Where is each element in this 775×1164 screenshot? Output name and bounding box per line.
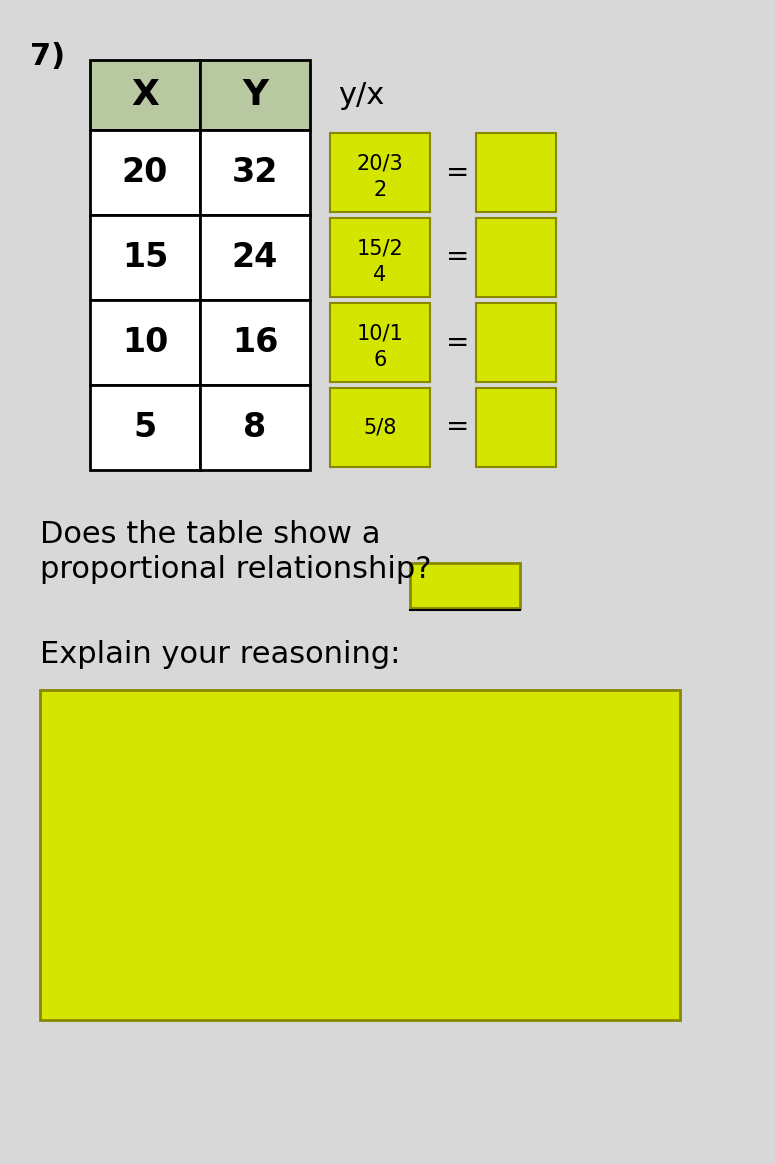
FancyBboxPatch shape <box>90 300 200 385</box>
Text: 16: 16 <box>232 326 278 359</box>
FancyBboxPatch shape <box>330 303 430 382</box>
Text: Y: Y <box>242 78 268 112</box>
Text: =: = <box>446 243 470 271</box>
FancyBboxPatch shape <box>90 385 200 470</box>
FancyBboxPatch shape <box>40 690 680 1020</box>
Text: proportional relationship?: proportional relationship? <box>40 555 432 584</box>
Text: 10/1: 10/1 <box>356 324 403 343</box>
Text: X: X <box>131 78 159 112</box>
Text: 5: 5 <box>133 411 157 443</box>
Text: 24: 24 <box>232 241 278 274</box>
FancyBboxPatch shape <box>330 133 430 212</box>
Text: =: = <box>446 328 470 356</box>
Text: 15/2: 15/2 <box>356 237 403 258</box>
Text: 20: 20 <box>122 156 168 189</box>
Text: Explain your reasoning:: Explain your reasoning: <box>40 640 401 669</box>
FancyBboxPatch shape <box>410 563 520 608</box>
Text: 6: 6 <box>374 350 387 370</box>
FancyBboxPatch shape <box>90 215 200 300</box>
Text: 7): 7) <box>30 42 65 71</box>
Text: 32: 32 <box>232 156 278 189</box>
Text: y/x: y/x <box>338 80 384 109</box>
Text: Does the table show a: Does the table show a <box>40 520 381 549</box>
Text: 2: 2 <box>374 180 387 200</box>
FancyBboxPatch shape <box>476 388 556 467</box>
FancyBboxPatch shape <box>476 218 556 297</box>
FancyBboxPatch shape <box>476 303 556 382</box>
Text: =: = <box>446 158 470 186</box>
Text: 10: 10 <box>122 326 168 359</box>
FancyBboxPatch shape <box>330 218 430 297</box>
FancyBboxPatch shape <box>200 300 310 385</box>
Text: 8: 8 <box>243 411 267 443</box>
FancyBboxPatch shape <box>200 215 310 300</box>
Text: 4: 4 <box>374 265 387 285</box>
FancyBboxPatch shape <box>330 388 430 467</box>
Text: 5/8: 5/8 <box>363 418 397 438</box>
FancyBboxPatch shape <box>90 61 200 130</box>
FancyBboxPatch shape <box>200 385 310 470</box>
Text: 20/3: 20/3 <box>356 152 403 173</box>
FancyBboxPatch shape <box>200 130 310 215</box>
FancyBboxPatch shape <box>476 133 556 212</box>
Text: =: = <box>446 413 470 441</box>
Text: 15: 15 <box>122 241 168 274</box>
FancyBboxPatch shape <box>90 130 200 215</box>
FancyBboxPatch shape <box>200 61 310 130</box>
